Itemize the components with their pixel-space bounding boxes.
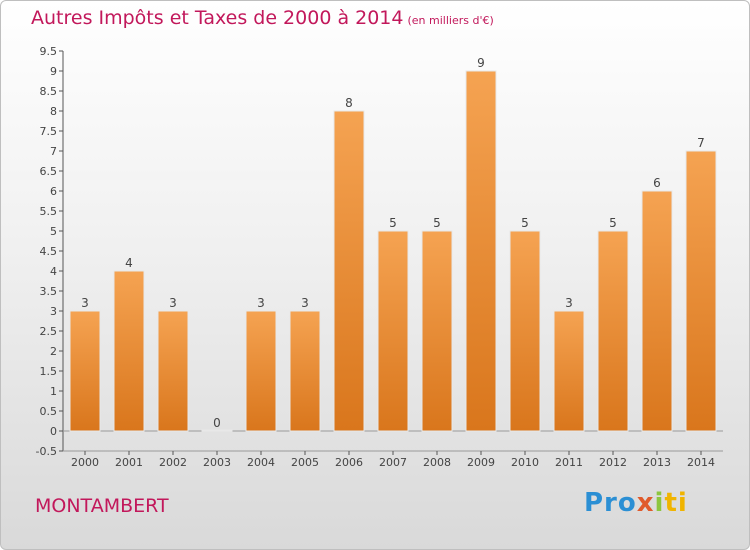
y-tick-label: 3.5 (40, 285, 58, 298)
value-label-2011: 3 (565, 296, 573, 310)
x-tick-label-2004: 2004 (247, 456, 275, 469)
y-tick-label: 7.5 (40, 125, 58, 138)
y-tick-label: 5 (50, 225, 57, 238)
location-name: MONTAMBERT (35, 495, 169, 517)
x-tick-label-2010: 2010 (511, 456, 539, 469)
y-tick-label: -0.5 (36, 445, 57, 458)
bar-2010 (509, 230, 541, 432)
value-label-2004: 3 (257, 296, 265, 310)
value-label-2006: 8 (345, 96, 353, 110)
value-label-2014: 7 (697, 136, 705, 150)
x-tick-label-2005: 2005 (291, 456, 319, 469)
proxiti-logo: Proxiti (584, 488, 688, 518)
value-label-2003: 0 (213, 416, 221, 430)
y-tick-label: 2 (50, 345, 57, 358)
value-label-2007: 5 (389, 216, 397, 230)
bar-2014 (685, 150, 717, 432)
x-tick-label-2014: 2014 (687, 456, 715, 469)
chart-title: Autres Impôts et Taxes de 2000 à 2014 (en… (31, 7, 494, 29)
x-tick-label-2006: 2006 (335, 456, 363, 469)
y-tick-label: 4 (50, 265, 57, 278)
bar-2004 (245, 310, 277, 432)
value-label-2010: 5 (521, 216, 529, 230)
y-tick-label: 6 (50, 185, 57, 198)
title-text: Autres Impôts et Taxes de 2000 à 2014 (31, 7, 404, 29)
x-tick-label-2007: 2007 (379, 456, 407, 469)
x-tick-label-2012: 2012 (599, 456, 627, 469)
y-tick-label: 7 (50, 145, 57, 158)
y-tick-label: 1 (50, 385, 57, 398)
chart-bars: 3 4 3 0 3 3 8 5 5 9 5 3 5 6 7 (69, 56, 717, 432)
bar-2013 (641, 190, 673, 432)
bar-2012 (597, 230, 629, 432)
x-tick-label-2008: 2008 (423, 456, 451, 469)
x-tick-label-2003: 2003 (203, 456, 231, 469)
value-label-2000: 3 (81, 296, 89, 310)
x-tick-label-2000: 2000 (71, 456, 99, 469)
x-tick-label-2002: 2002 (159, 456, 187, 469)
x-tick-label-2001: 2001 (115, 456, 143, 469)
y-tick-label: 4.5 (40, 245, 58, 258)
y-tick-label: 8.5 (40, 85, 58, 98)
value-label-2009: 9 (477, 56, 485, 70)
x-tick-label-2009: 2009 (467, 456, 495, 469)
bar-2011 (553, 310, 585, 432)
y-tick-label: 9.5 (40, 45, 58, 58)
y-tick-label: 1.5 (40, 365, 58, 378)
y-tick-label: 2.5 (40, 325, 58, 338)
bar-2006 (333, 110, 365, 432)
y-tick-label: 0 (50, 425, 57, 438)
y-tick-label: 8 (50, 105, 57, 118)
value-label-2001: 4 (125, 256, 133, 270)
unit-label: (en milliers d'€) (407, 14, 494, 27)
y-tick-label: 6.5 (40, 165, 58, 178)
value-label-2008: 5 (433, 216, 441, 230)
bar-2008 (421, 230, 453, 432)
x-tick-label-2011: 2011 (555, 456, 583, 469)
value-label-2012: 5 (609, 216, 617, 230)
y-tick-label: 9 (50, 65, 57, 78)
y-tick-label: 0.5 (40, 405, 58, 418)
bar-2002 (157, 310, 189, 432)
bar-2001 (113, 270, 145, 432)
value-label-2002: 3 (169, 296, 177, 310)
bar-2007 (377, 230, 409, 432)
y-tick-label: 5.5 (40, 205, 58, 218)
x-tick-label-2013: 2013 (643, 456, 671, 469)
bar-2000 (69, 310, 101, 432)
bar-2005 (289, 310, 321, 432)
bar-2009 (465, 70, 497, 432)
bar-2003 (201, 429, 233, 432)
value-label-2013: 6 (653, 176, 661, 190)
value-label-2005: 3 (301, 296, 309, 310)
y-tick-label: 3 (50, 305, 57, 318)
